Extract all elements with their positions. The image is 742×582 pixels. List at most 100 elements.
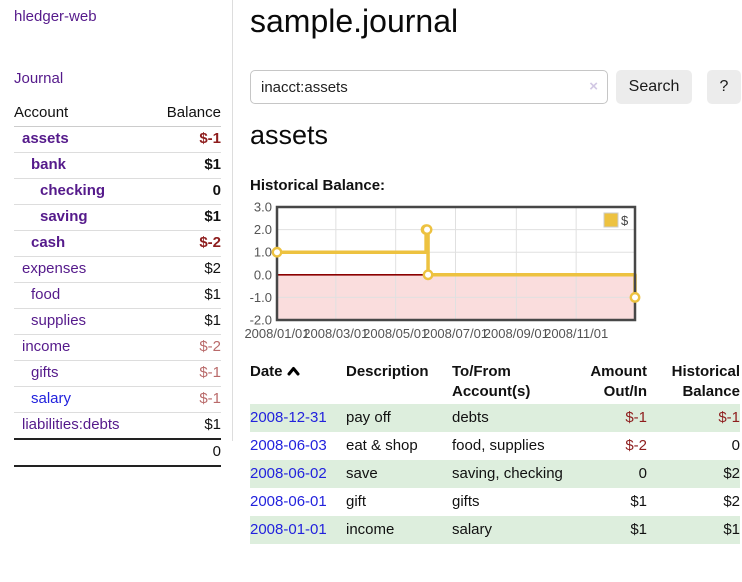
brand-link[interactable]: hledger-web — [14, 8, 97, 25]
account-balance: $1 — [204, 286, 221, 303]
account-link[interactable]: income — [22, 338, 71, 355]
x-tick-label: 2008/03/01 — [303, 326, 368, 341]
balance-column-header: Balance — [166, 104, 221, 121]
accounts-column-header: To/From Account(s) — [452, 363, 531, 400]
account-link[interactable]: salary — [31, 390, 72, 407]
search-button[interactable]: Search — [616, 70, 692, 104]
account-link[interactable]: saving — [40, 208, 88, 225]
account-link[interactable]: cash — [31, 234, 66, 251]
account-balance: $1 — [204, 208, 221, 225]
transaction-date-link[interactable]: 2008-06-02 — [250, 465, 327, 482]
account-balance: $1 — [204, 156, 221, 173]
account-row: food $1 — [14, 283, 221, 309]
account-row: liabilities:debts $1 — [14, 413, 221, 439]
journal-link[interactable]: Journal — [14, 70, 64, 87]
search-input[interactable] — [250, 70, 608, 104]
transaction-description: eat & shop — [346, 437, 418, 454]
y-tick-label: 0.0 — [254, 267, 272, 282]
x-tick-label: 2008/05/01 — [363, 326, 428, 341]
transaction-balance: 0 — [731, 437, 740, 454]
transaction-amount: 0 — [638, 465, 647, 482]
account-row: checking 0 — [14, 179, 221, 205]
transaction-accounts: saving, checking — [452, 465, 563, 482]
balance-total: 0 — [212, 443, 221, 460]
search-bar: × Search ? — [250, 70, 741, 104]
transaction-amount: $-2 — [625, 437, 647, 454]
account-column-header: Account — [14, 104, 69, 121]
account-row: assets $-1 — [14, 127, 221, 153]
account-link[interactable]: food — [31, 286, 61, 303]
y-tick-label: -2.0 — [250, 313, 272, 328]
plot-border — [275, 205, 637, 322]
account-link[interactable]: liabilities:debts — [22, 416, 120, 433]
amount-column-header: Amount Out/In — [590, 363, 647, 400]
account-row: supplies $1 — [14, 309, 221, 335]
account-balance: 0 — [212, 182, 221, 199]
account-row: saving $1 — [14, 205, 221, 231]
transaction-accounts: gifts — [452, 493, 480, 510]
account-balance: $2 — [204, 260, 221, 277]
transaction-balance: $2 — [723, 493, 740, 510]
account-balance: $-1 — [199, 364, 221, 381]
table-row: 2008-06-02 save saving, checking 0 $2 — [250, 460, 740, 488]
transaction-balance: $2 — [723, 465, 740, 482]
account-row: gifts $-1 — [14, 361, 221, 387]
account-balance: $1 — [204, 312, 221, 329]
transaction-description: gift — [346, 493, 367, 510]
transaction-description: pay off — [346, 409, 391, 426]
data-point — [422, 269, 434, 281]
transaction-description: income — [346, 521, 395, 538]
legend-label: $ — [621, 213, 629, 228]
historical-balance-chart: 2008/01/01 2008/03/01 2008/05/01 2008/07/01… — [240, 200, 660, 344]
account-link[interactable]: gifts — [31, 364, 59, 381]
transaction-date-link[interactable]: 2008-12-31 — [250, 409, 327, 426]
account-row: cash $-2 — [14, 231, 221, 257]
y-tick-label: 3.0 — [254, 202, 272, 215]
table-row: 2008-06-01 gift gifts $1 $2 — [250, 488, 740, 516]
transaction-date-link[interactable]: 2008-01-01 — [250, 521, 327, 538]
data-point — [629, 292, 641, 303]
account-table-header: Account Balance — [14, 101, 221, 127]
table-row: 2008-06-03 eat & shop food, supplies $-2 0 — [250, 432, 740, 460]
account-balance: $1 — [204, 416, 221, 433]
transaction-balance: $1 — [723, 521, 740, 538]
data-point — [271, 246, 283, 258]
account-heading: assets — [250, 120, 329, 150]
description-column-header: Description — [346, 363, 429, 380]
account-link[interactable]: checking — [40, 182, 106, 199]
transaction-accounts: salary — [452, 521, 493, 538]
main-content: sample.journal × Search ? assets Histori… — [250, 0, 742, 582]
help-button[interactable]: ? — [707, 70, 741, 104]
x-tick-label: 2008/11/01 — [544, 326, 608, 341]
transaction-date-link[interactable]: 2008-06-03 — [250, 437, 327, 454]
account-row: expenses $2 — [14, 257, 221, 283]
transaction-accounts: food, supplies — [452, 437, 545, 454]
account-link[interactable]: expenses — [22, 260, 87, 277]
table-row: 2008-01-01 income salary $1 $1 — [250, 516, 740, 544]
transaction-amount: $1 — [630, 521, 647, 538]
account-row: salary $-1 — [14, 387, 221, 413]
transaction-amount: $1 — [630, 493, 647, 510]
account-balance: $-1 — [199, 390, 221, 407]
clear-search-icon[interactable]: × — [589, 78, 598, 95]
table-row: 2008-12-31 pay off debts $-1 $-1 — [250, 404, 740, 432]
account-link[interactable]: assets — [22, 130, 69, 147]
data-point — [421, 224, 433, 236]
transaction-balance: $-1 — [718, 409, 740, 426]
y-tick-label: 1.0 — [254, 245, 272, 260]
date-column-header[interactable]: Date — [250, 360, 346, 404]
account-row: bank $1 — [14, 153, 221, 179]
transaction-accounts: debts — [452, 409, 489, 426]
account-link[interactable]: bank — [31, 156, 67, 173]
transaction-date-link[interactable]: 2008-06-01 — [250, 493, 327, 510]
account-link[interactable]: supplies — [31, 312, 87, 329]
sort-asc-icon — [287, 362, 300, 382]
account-balance: $-2 — [199, 338, 221, 355]
register-header-row: Date Description To/From Account(s) Amou… — [250, 360, 740, 404]
chart-title: Historical Balance: — [250, 177, 386, 194]
y-tick-label: -1.0 — [250, 290, 272, 305]
account-balance-table: Account Balance assets $-1 bank $1 checking 0… — [14, 101, 221, 467]
sidebar: hledger-web Journal Account Balance asse… — [0, 0, 233, 466]
account-balance: $-1 — [199, 130, 221, 147]
account-row: income $-2 — [14, 335, 221, 361]
